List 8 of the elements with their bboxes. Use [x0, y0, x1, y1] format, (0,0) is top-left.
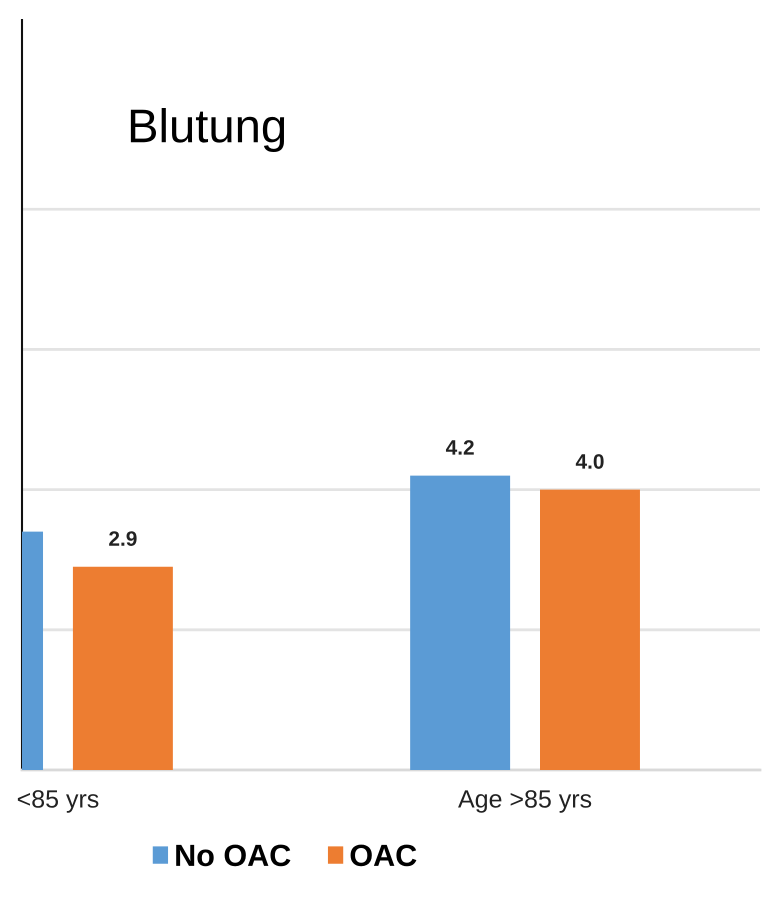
legend-label: OAC [350, 844, 416, 866]
data-label: 4.2 [446, 440, 474, 455]
x-tick-label: Age >85 yrs [458, 790, 592, 813]
x-tick-label: <85 yrs [18, 790, 98, 813]
legend-label: No OAC [176, 844, 290, 866]
data-label: 2.9 [109, 531, 137, 546]
text: Blutung [130, 108, 284, 152]
data-label: 4.0 [576, 454, 604, 469]
